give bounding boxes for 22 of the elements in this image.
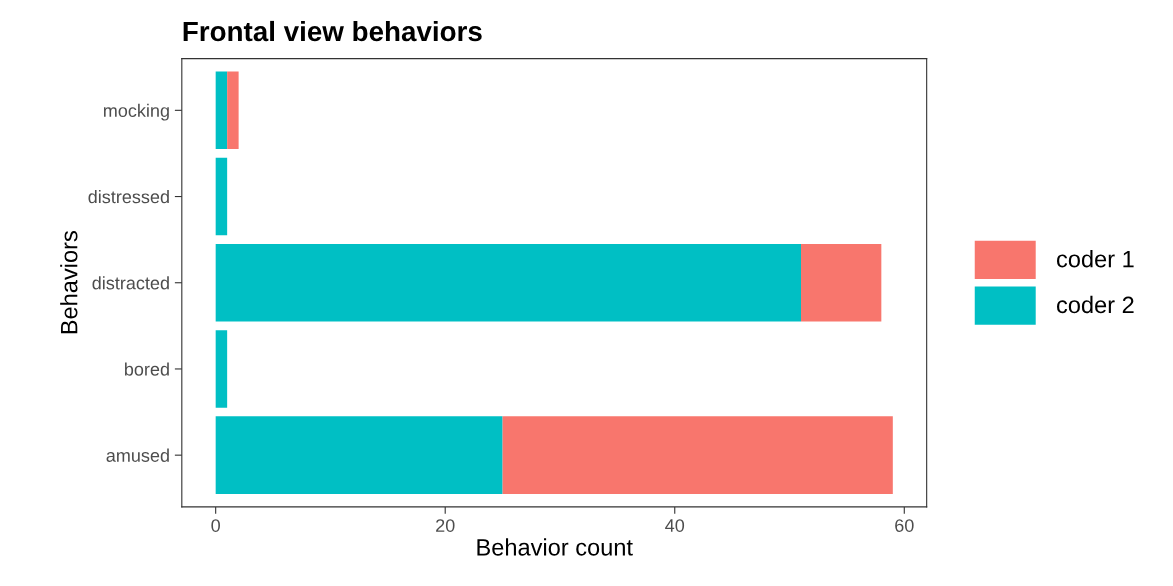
bar [215,416,503,494]
y-axis-title: Behaviors [60,231,78,334]
bar [215,243,801,322]
y-tick-label: distressed [88,189,169,204]
bar [227,71,239,150]
bar [502,416,893,494]
x-tick-label: 20 [436,519,455,532]
bar [801,243,882,322]
x-tick-label: 0 [211,519,220,532]
y-tick-label: amused [106,448,169,462]
bar [215,330,228,408]
y-tick-label: mocking [103,103,169,121]
legend-label: coder 2 [1057,295,1134,314]
y-tick-label: distracted [92,276,169,290]
y-tick-label: bored [125,362,169,376]
bar [215,71,228,150]
x-axis-title: Behavior count [477,538,633,556]
x-tick-label: 40 [665,519,685,532]
legend-label: coder 1 [1057,250,1134,268]
chart-title: Frontal view behaviors [183,20,482,42]
bar [215,157,228,236]
x-tick-label: 60 [895,519,914,532]
